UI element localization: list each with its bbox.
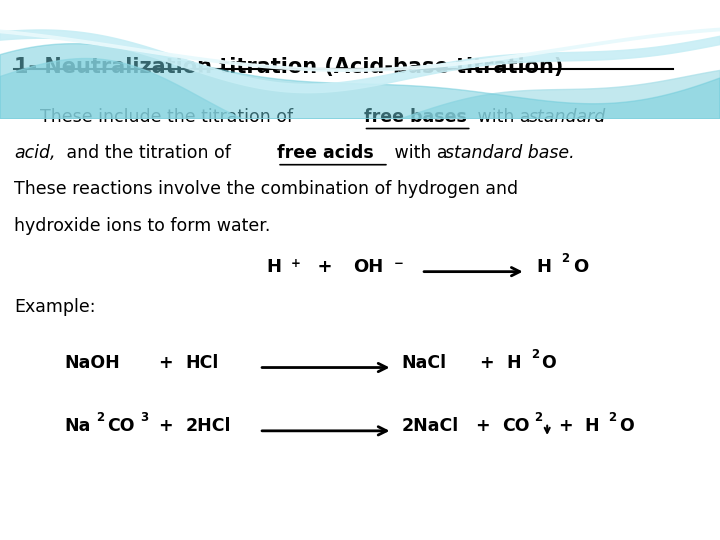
Text: hydroxide ions to form water.: hydroxide ions to form water. — [14, 217, 271, 234]
Text: H: H — [506, 354, 521, 372]
Text: +: + — [558, 417, 572, 435]
Text: OH: OH — [353, 258, 383, 276]
Text: 3: 3 — [140, 411, 148, 424]
Text: standard base.: standard base. — [445, 144, 575, 162]
Text: CO: CO — [503, 417, 530, 435]
Text: 2: 2 — [96, 411, 104, 424]
Text: +: + — [291, 256, 301, 269]
Text: HCl: HCl — [186, 354, 219, 372]
Text: 2HCl: 2HCl — [186, 417, 231, 435]
Text: standard: standard — [529, 108, 606, 126]
Text: 2: 2 — [561, 252, 569, 265]
Text: free acids: free acids — [277, 144, 374, 162]
Text: NaOH: NaOH — [65, 354, 120, 372]
Text: +: + — [479, 354, 493, 372]
Text: H: H — [585, 417, 599, 435]
Text: 2: 2 — [531, 348, 539, 361]
Text: acid,: acid, — [14, 144, 56, 162]
Text: with a: with a — [472, 108, 536, 126]
Text: with a: with a — [389, 144, 453, 162]
Text: +: + — [158, 417, 173, 435]
Text: H: H — [266, 258, 282, 276]
Text: 1- Neutralization titration (Acid-base titration): 1- Neutralization titration (Acid-base t… — [14, 57, 564, 77]
Text: NaCl: NaCl — [402, 354, 447, 372]
Text: These reactions involve the combination of hydrogen and: These reactions involve the combination … — [14, 180, 518, 198]
Text: 2: 2 — [534, 411, 542, 424]
Text: O: O — [541, 354, 556, 372]
Text: O: O — [619, 417, 634, 435]
Text: 2: 2 — [608, 411, 616, 424]
Text: +: + — [305, 258, 346, 276]
Text: 2NaCl: 2NaCl — [402, 417, 459, 435]
Text: CO: CO — [107, 417, 135, 435]
Text: free bases: free bases — [364, 108, 467, 126]
Text: −: − — [394, 256, 404, 269]
Text: Example:: Example: — [14, 298, 96, 316]
Text: These include the titration of: These include the titration of — [40, 108, 298, 126]
Text: +: + — [475, 417, 490, 435]
Text: H: H — [536, 258, 552, 276]
Text: Na: Na — [65, 417, 91, 435]
Text: +: + — [158, 354, 173, 372]
Text: O: O — [573, 258, 588, 276]
Text: and the titration of: and the titration of — [61, 144, 237, 162]
